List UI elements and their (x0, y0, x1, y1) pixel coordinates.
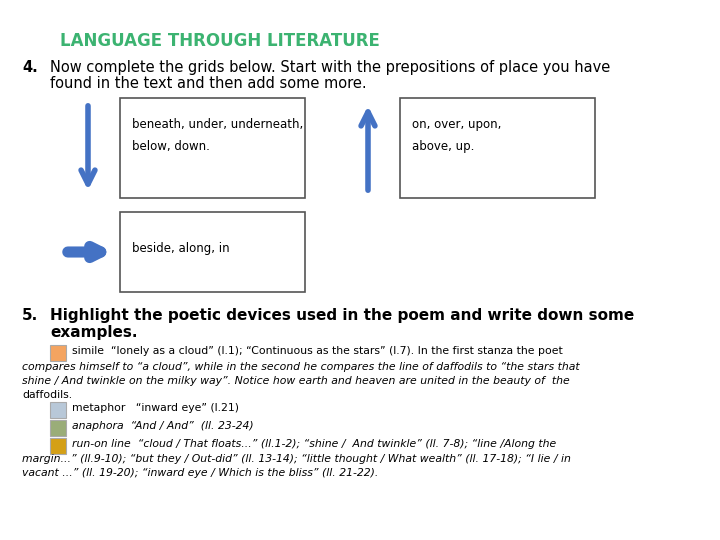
FancyBboxPatch shape (120, 98, 305, 198)
Text: beneath, under, underneath,: beneath, under, underneath, (132, 118, 303, 131)
Text: LANGUAGE THROUGH LITERATURE: LANGUAGE THROUGH LITERATURE (60, 32, 380, 50)
Text: shine / And twinkle on the milky way”. Notice how earth and heaven are united in: shine / And twinkle on the milky way”. N… (22, 376, 570, 386)
Text: examples.: examples. (50, 325, 138, 340)
Text: 4.: 4. (22, 60, 37, 75)
Text: found in the text and then add some more.: found in the text and then add some more… (50, 76, 366, 91)
Text: beside, along, in: beside, along, in (132, 242, 230, 255)
Text: above, up.: above, up. (412, 140, 474, 153)
Text: on, over, upon,: on, over, upon, (412, 118, 501, 131)
Text: daffodils.: daffodils. (22, 390, 72, 400)
Text: simile  “lonely as a cloud” (l.1); “Continuous as the stars” (l.7). In the first: simile “lonely as a cloud” (l.1); “Conti… (72, 346, 563, 356)
Text: metaphor   “inward eye” (l.21): metaphor “inward eye” (l.21) (72, 403, 239, 413)
Text: 5.: 5. (22, 308, 38, 323)
Text: vacant ...” (ll. 19-20); “inward eye / Which is the bliss” (ll. 21-22).: vacant ...” (ll. 19-20); “inward eye / W… (22, 468, 379, 478)
Text: anaphora  “And / And”  (ll. 23-24): anaphora “And / And” (ll. 23-24) (72, 421, 253, 431)
FancyBboxPatch shape (50, 438, 66, 454)
Text: Now complete the grids below. Start with the prepositions of place you have: Now complete the grids below. Start with… (50, 60, 611, 75)
FancyBboxPatch shape (50, 345, 66, 361)
Text: compares himself to “a cloud”, while in the second he compares the line of daffo: compares himself to “a cloud”, while in … (22, 362, 580, 372)
Text: below, down.: below, down. (132, 140, 210, 153)
Text: run-on line  “cloud / That floats...” (ll.1-2); “shine /  And twinkle” (ll. 7-8): run-on line “cloud / That floats...” (ll… (72, 439, 557, 449)
FancyBboxPatch shape (50, 420, 66, 436)
FancyBboxPatch shape (50, 402, 66, 418)
Text: Highlight the poetic devices used in the poem and write down some: Highlight the poetic devices used in the… (50, 308, 634, 323)
Text: margin...” (ll.9-10); “but they / Out-did” (ll. 13-14); “little thought / What w: margin...” (ll.9-10); “but they / Out-di… (22, 454, 571, 464)
FancyBboxPatch shape (120, 212, 305, 292)
FancyBboxPatch shape (400, 98, 595, 198)
